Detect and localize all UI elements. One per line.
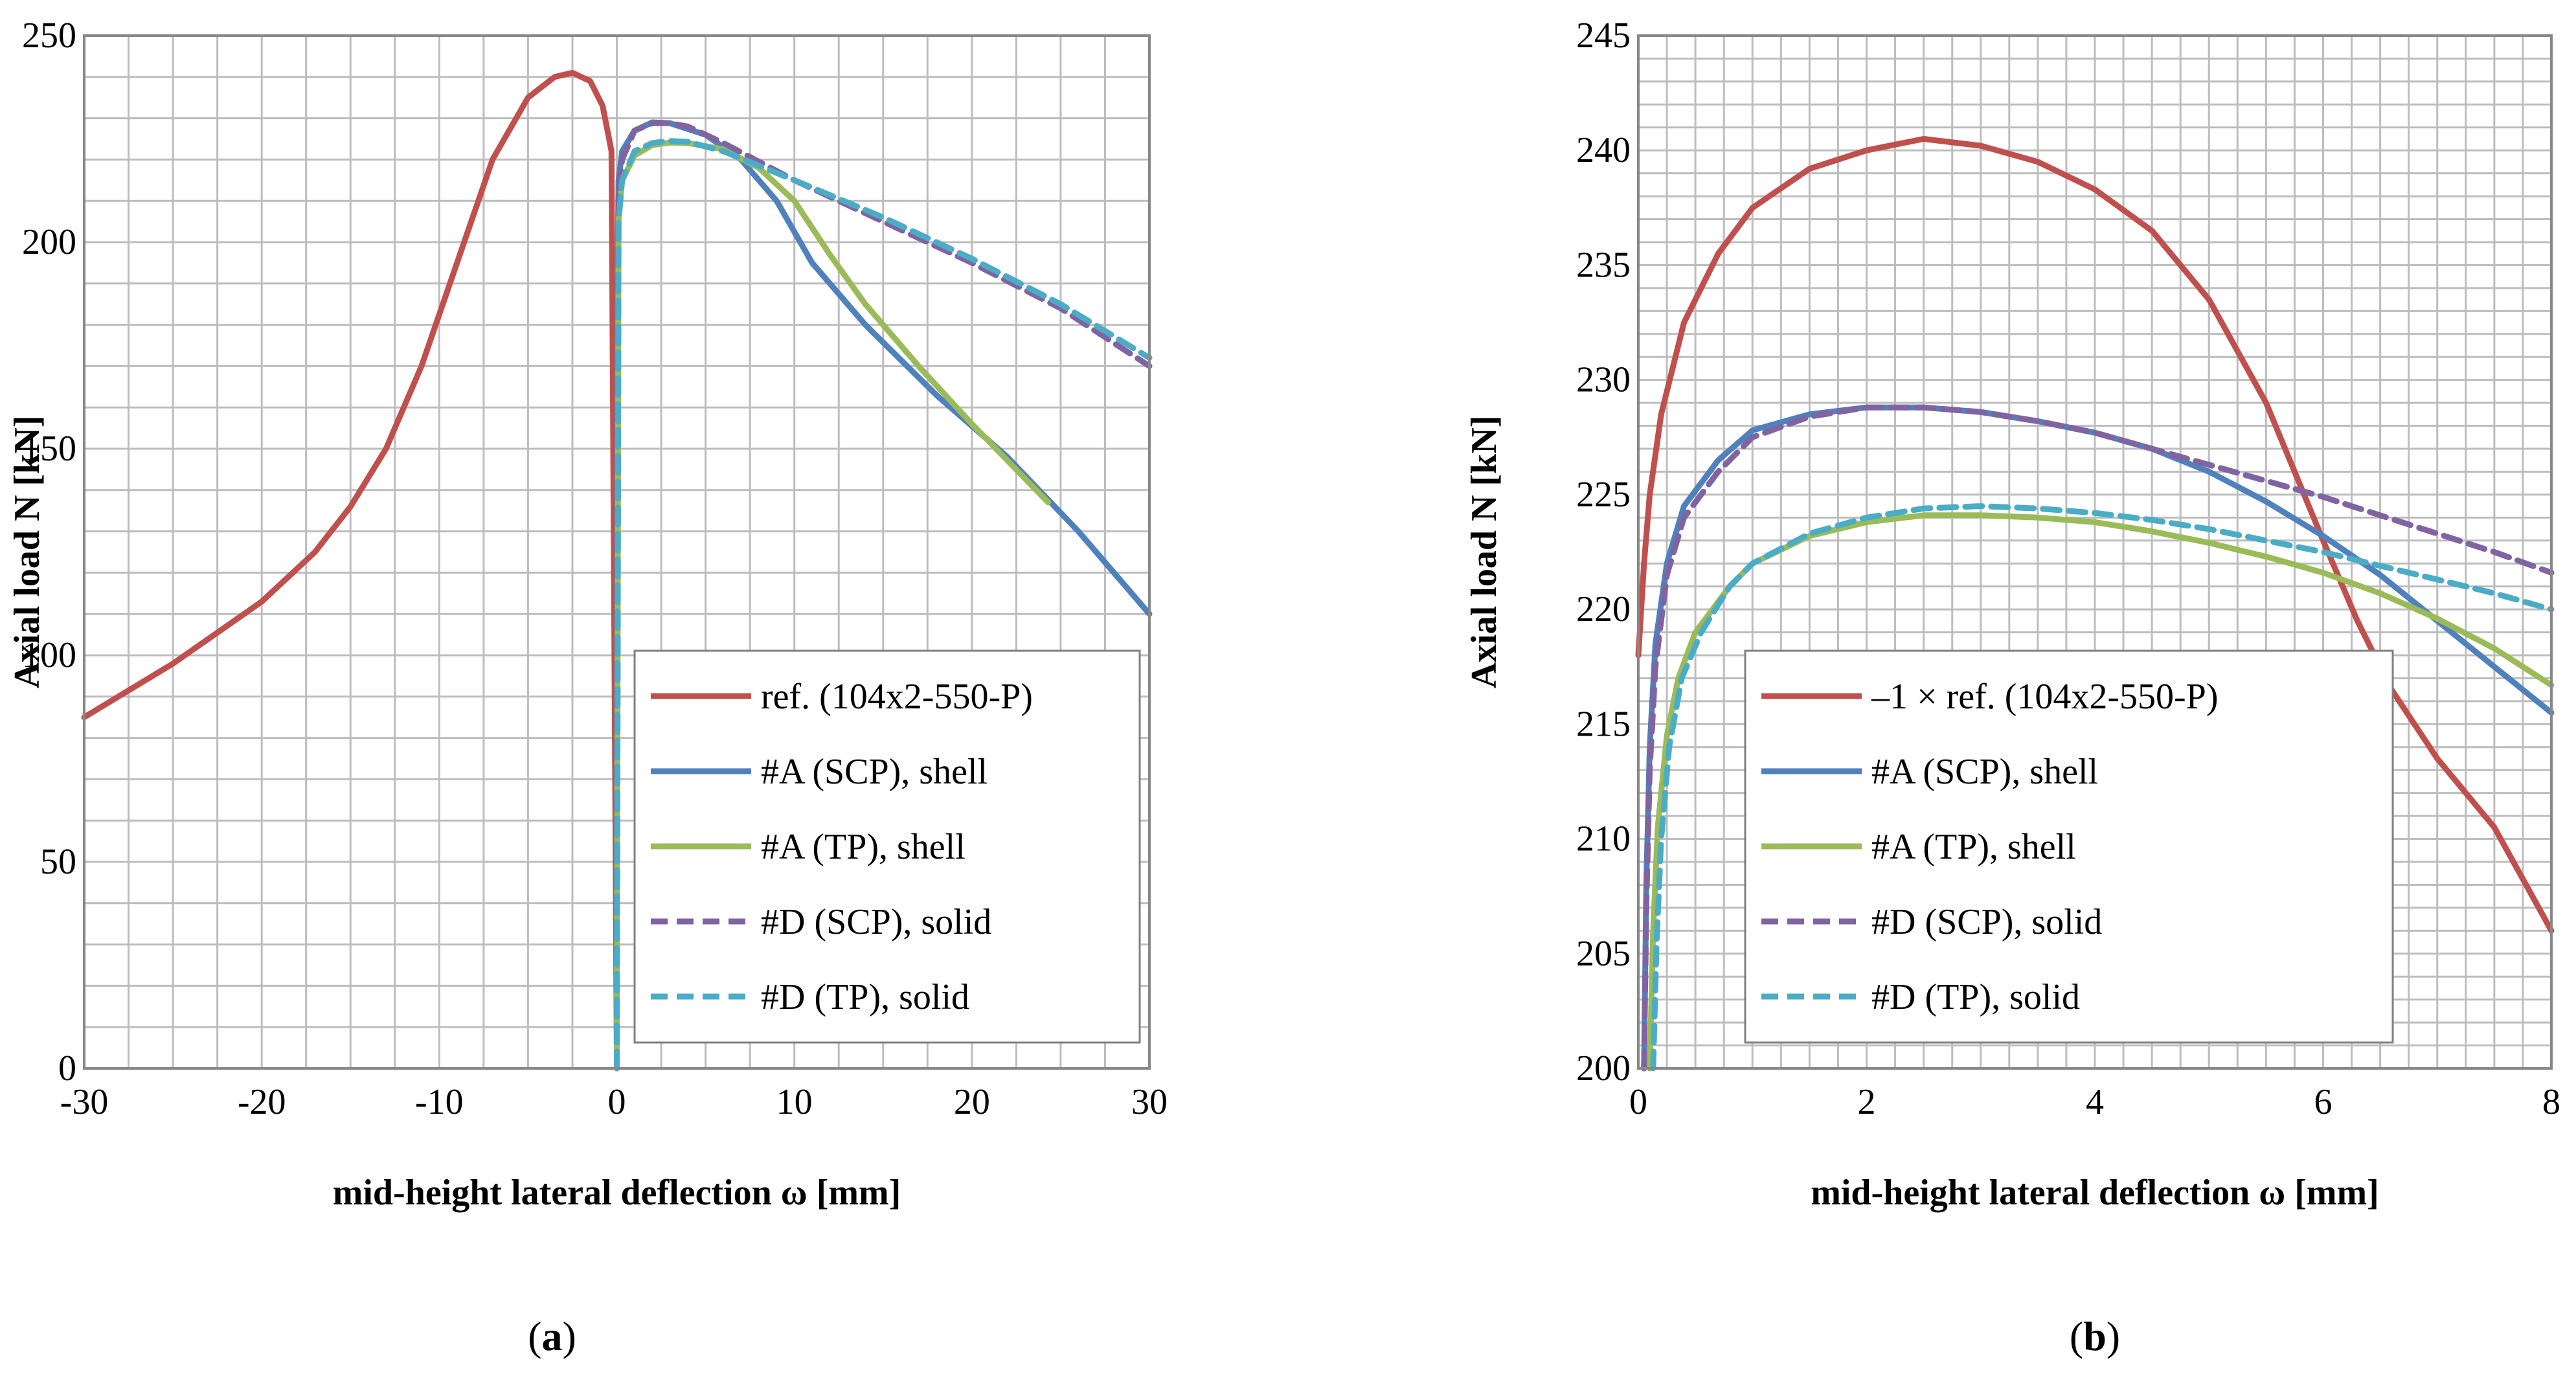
- panel-a-legend-label: #D (TP), solid: [761, 977, 969, 1017]
- panel-a-y-tick-label: 250: [22, 16, 76, 56]
- panel-b-plot-border: [1637, 34, 2553, 1070]
- panel-b-legend: –1 × ref. (104x2-550-P) #A (SCP), shell #A…: [1744, 649, 2394, 1044]
- panel-b-y-axis-title: Axial load N [kN]: [1464, 416, 1504, 689]
- panel-b-legend-label: #A (TP), shell: [1871, 827, 2076, 867]
- panel-b-ticks: 0 2 4 6 8 200 205 210 215 220 225 230 235 240 245: [1576, 16, 2560, 1122]
- panel-b-legend-label: #D (SCP), solid: [1871, 902, 2102, 942]
- panel-a-legend-label: #D (SCP), solid: [761, 902, 991, 942]
- panel-b-y-tick-label: 205: [1576, 934, 1631, 974]
- panel-a-x-tick-label: -10: [415, 1082, 464, 1122]
- panel-b-y-tick-label: 245: [1576, 16, 1631, 56]
- panel-b-y-tick-label: 235: [1576, 245, 1631, 285]
- panel-b-series-d-scp-solid: [1641, 404, 2555, 1072]
- panel-b-legend-label: –1 × ref. (104x2-550-P): [1871, 677, 2218, 717]
- panel-b-x-tick-label: 2: [1858, 1082, 1876, 1122]
- panel-b-letter: b: [2083, 1313, 2107, 1359]
- panel-a-plot-border: [83, 34, 1151, 1070]
- panel-b-x-tick-label: 8: [2542, 1082, 2560, 1122]
- panel-b-x-axis-title: mid-height lateral deflection ω [mm]: [1811, 1173, 2379, 1213]
- panel-b-series-a-tp-shell: [1647, 512, 2555, 1072]
- panel-a-x-tick-label: 20: [954, 1082, 990, 1122]
- panel-a-legend-label: #A (TP), shell: [761, 827, 966, 867]
- panel-a-series-d-tp-solid: [614, 138, 1153, 1072]
- panel-a-x-tick-label: 0: [608, 1082, 626, 1122]
- panel-a-y-tick-label: 0: [58, 1048, 76, 1088]
- panel-a-x-tick-label: 10: [776, 1082, 813, 1122]
- panel-a-ticks: -30 -20 -10 0 10 20 30 0 50 100 150 200 250: [22, 16, 1168, 1122]
- panel-a-letter: a: [542, 1313, 563, 1359]
- panel-b-y-tick-label: 225: [1576, 475, 1631, 515]
- panel-b-y-tick-label: 200: [1576, 1048, 1631, 1088]
- panel-b-y-tick-label: 230: [1576, 360, 1631, 400]
- panel-a-y-tick-label: 200: [22, 222, 76, 262]
- panel-a-series-d-scp-solid: [614, 120, 1153, 1072]
- panel-b-x-tick-label: 4: [2086, 1082, 2104, 1122]
- panel-a-x-tick-label: -20: [238, 1082, 286, 1122]
- panel-a-y-tick-label: 50: [40, 842, 76, 882]
- panel-b-label: (b): [2070, 1313, 2120, 1359]
- panel-a-legend-label: ref. (104x2-550-P): [761, 677, 1033, 717]
- panel-a-legend-label: #A (SCP), shell: [761, 752, 988, 792]
- panel-a-chart: -30 -20 -10 0 10 20 30 0 50 100 150 200 250 ref. (10…: [7, 16, 1168, 1359]
- panel-b-y-tick-label: 210: [1576, 819, 1631, 859]
- panel-b-legend-label: #A (SCP), shell: [1871, 752, 2098, 792]
- panel-a-x-axis-title: mid-height lateral deflection ω [mm]: [333, 1173, 901, 1213]
- panel-b-y-tick-label: 240: [1576, 130, 1631, 170]
- panel-b-legend-label: #D (TP), solid: [1871, 977, 2080, 1017]
- panel-b-y-tick-label: 220: [1576, 589, 1631, 629]
- panel-b-chart: 0 2 4 6 8 200 205 210 215 220 225 230 235 240 245 –1 ×…: [1464, 16, 2560, 1359]
- panel-b-y-tick-label: 215: [1576, 704, 1631, 744]
- panel-b-x-tick-label: 6: [2314, 1082, 2333, 1122]
- panel-a-series: [81, 69, 1153, 1072]
- panel-a-label: (a): [528, 1313, 576, 1359]
- panel-a-series-ref-104x2-550-p: [81, 69, 620, 1063]
- panel-a-y-tick-label: 100: [22, 635, 76, 675]
- panel-b-series-d-tp-solid: [1650, 503, 2555, 1072]
- panel-b-series: [1635, 136, 2555, 1072]
- panel-a-x-tick-label: 30: [1131, 1082, 1168, 1122]
- panel-a-legend: ref. (104x2-550-P) #A (SCP), shell #A (TP)…: [633, 649, 1141, 1044]
- panel-a-x-tick-label: -30: [60, 1082, 109, 1122]
- panel-a-y-tick-label: 150: [22, 429, 76, 469]
- panel-b-x-tick-label: 0: [1629, 1082, 1647, 1122]
- panel-a-y-axis-title: Axial load N [kN]: [7, 416, 47, 689]
